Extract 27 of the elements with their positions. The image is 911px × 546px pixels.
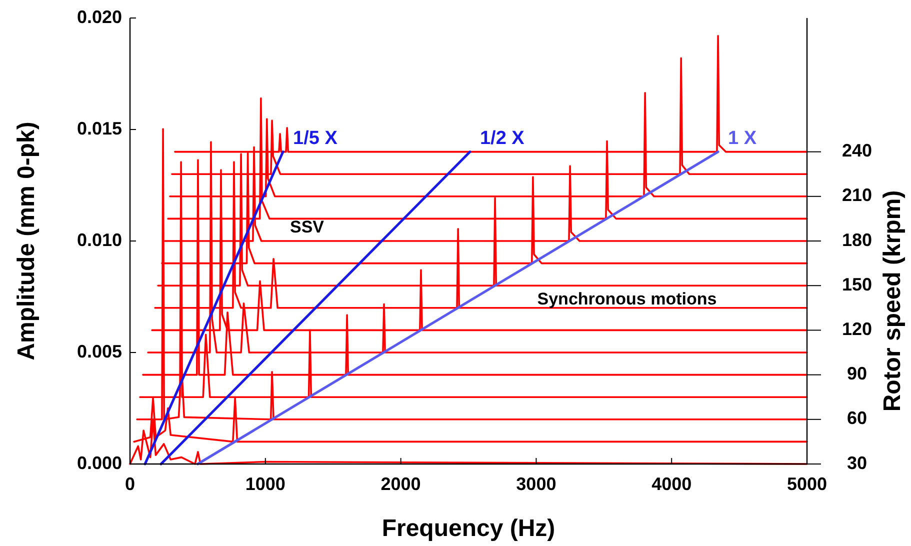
y2-tick-label: 210 bbox=[842, 185, 872, 206]
series-label: 1/2 X bbox=[480, 128, 525, 149]
x-tick-label: 1000 bbox=[245, 474, 286, 494]
annotation: Synchronous motions bbox=[537, 289, 717, 308]
y2-tick-label: 90 bbox=[846, 364, 868, 384]
y-tick-label: 0.010 bbox=[76, 230, 122, 250]
y-tick-label: 0.015 bbox=[76, 118, 122, 138]
y2-tick-label: 120 bbox=[842, 318, 872, 339]
x-tick-label: 0 bbox=[124, 474, 136, 494]
y-tick-label: 0.020 bbox=[76, 6, 122, 27]
y-tick-label: 0.005 bbox=[76, 341, 122, 362]
annotation: SSV bbox=[290, 217, 325, 236]
y2-tick-label: 150 bbox=[842, 274, 872, 294]
y2-tick-label: 30 bbox=[846, 452, 868, 473]
x-tick-label: 5000 bbox=[786, 474, 828, 494]
y-tick-label: 0.000 bbox=[76, 452, 122, 473]
series-label: 1/5 X bbox=[293, 128, 338, 149]
y2-tick-label: 240 bbox=[842, 140, 872, 161]
x-tick-label: 3000 bbox=[516, 474, 556, 494]
x-tick-label: 2000 bbox=[380, 474, 421, 494]
y2-axis-title: Rotor speed (krpm) bbox=[879, 190, 906, 412]
y2-tick-label: 180 bbox=[842, 230, 872, 250]
y2-tick-label: 60 bbox=[846, 408, 868, 428]
x-tick-label: 4000 bbox=[652, 474, 692, 494]
series-label: 1 X bbox=[728, 128, 757, 149]
x-axis-title: Frequency (Hz) bbox=[382, 515, 556, 542]
y-axis-title: Amplitude (mm 0-pk) bbox=[13, 122, 40, 360]
